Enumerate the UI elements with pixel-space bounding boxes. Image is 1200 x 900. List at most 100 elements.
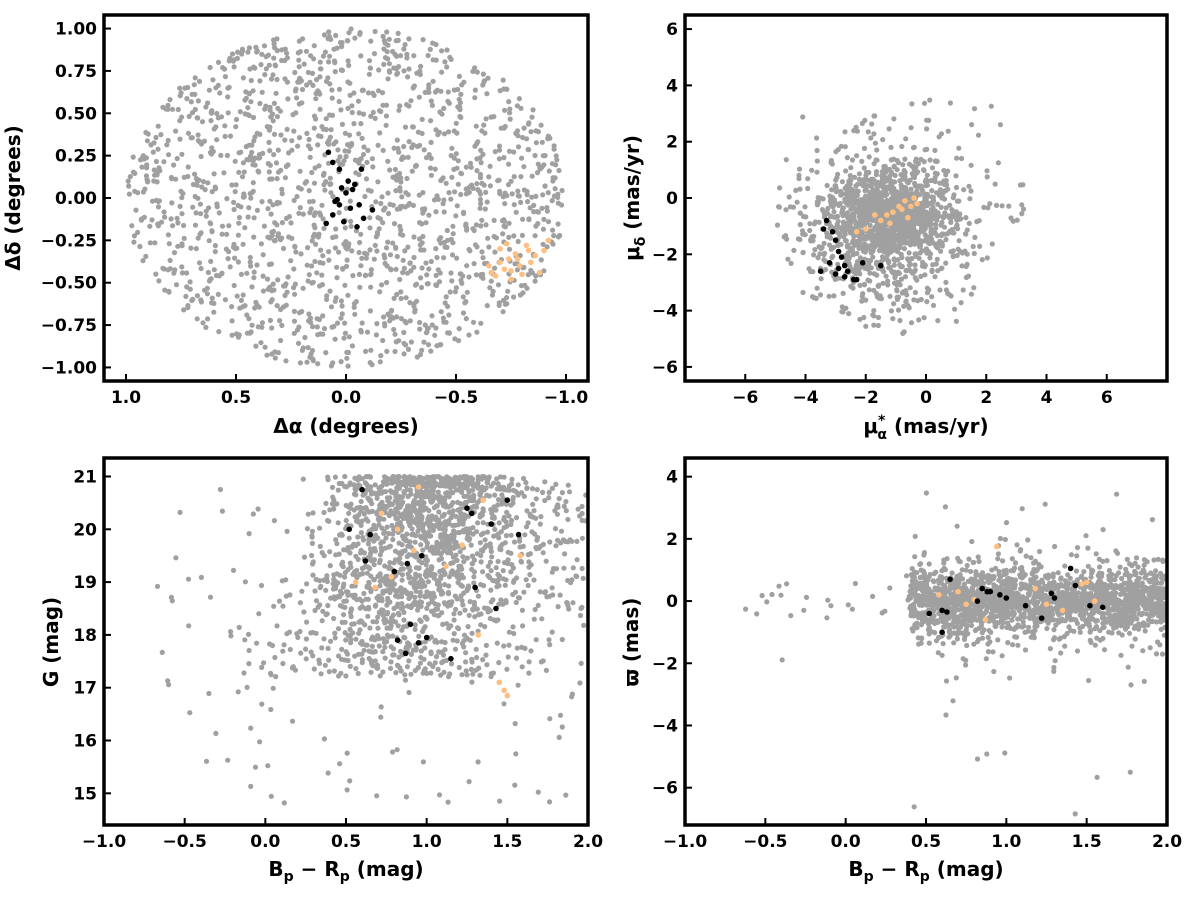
field-star-point: [259, 89, 265, 95]
field-star-point: [264, 352, 270, 358]
field-star-point: [891, 163, 897, 169]
field-star-point: [271, 518, 277, 524]
field-star-point: [318, 247, 324, 253]
field-star-point: [438, 672, 444, 678]
field-star-point: [444, 47, 450, 53]
field-star-point: [247, 66, 253, 72]
field-star-point: [888, 308, 895, 314]
field-star-point: [242, 579, 248, 585]
field-star-point: [272, 220, 278, 226]
field-star-point: [294, 95, 300, 101]
orange-member-point: [536, 269, 543, 276]
field-star-point: [428, 118, 434, 124]
field-star-point: [417, 351, 424, 358]
field-star-point: [347, 80, 353, 86]
field-star-point: [470, 319, 477, 325]
field-star-point: [363, 516, 369, 522]
field-star-point: [231, 57, 237, 63]
field-star-point: [415, 129, 421, 135]
field-star-point: [928, 210, 934, 216]
field-star-point: [433, 209, 439, 215]
field-star-point: [286, 150, 292, 156]
field-star-point: [396, 540, 402, 546]
field-star-point: [895, 294, 902, 300]
field-star-point: [318, 133, 324, 140]
field-star-point: [963, 231, 969, 237]
field-star-point: [859, 293, 865, 300]
field-star-point: [867, 278, 873, 284]
field-star-point: [297, 168, 303, 174]
field-star-point: [366, 71, 372, 77]
field-star-point: [412, 309, 418, 315]
field-star-point: [579, 604, 585, 611]
field-star-point: [361, 144, 367, 150]
orange-member-point: [890, 209, 896, 215]
field-star-point: [524, 485, 530, 491]
black-member-point: [334, 196, 341, 203]
field-star-point: [500, 309, 506, 315]
field-star-point: [386, 530, 392, 537]
field-star-point: [375, 88, 382, 94]
field-star-point: [535, 789, 541, 795]
field-star-point: [540, 489, 546, 495]
field-star-point: [267, 148, 273, 154]
field-star-point: [250, 180, 256, 186]
field-star-point: [130, 169, 137, 175]
field-star-point: [342, 148, 348, 154]
field-star-point: [835, 218, 841, 224]
field-star-point: [403, 295, 409, 301]
field-star-point: [413, 281, 420, 287]
field-star-point: [874, 259, 880, 265]
field-star-point: [351, 121, 357, 127]
field-star-point: [341, 335, 347, 341]
field-star-point: [320, 253, 326, 259]
y-tick-label: −6: [652, 358, 678, 378]
field-star-point: [428, 172, 434, 178]
field-star-point: [876, 189, 882, 195]
field-star-point: [339, 303, 345, 309]
field-star-point: [305, 143, 312, 149]
field-star-point: [493, 618, 499, 624]
field-star-point: [189, 135, 195, 141]
field-star-point: [356, 482, 362, 488]
field-star-point: [555, 191, 561, 197]
field-star-point: [229, 182, 235, 188]
field-star-point: [520, 216, 526, 222]
field-star-point: [454, 165, 460, 171]
field-star-point: [894, 244, 900, 250]
field-star-point: [907, 229, 913, 235]
field-star-point: [523, 480, 529, 486]
orange-member-point: [497, 259, 503, 266]
field-star-point: [198, 574, 204, 581]
field-star-point: [347, 92, 353, 98]
field-star-point: [526, 216, 532, 222]
field-star-point: [229, 304, 235, 310]
field-star-point: [800, 213, 807, 220]
field-star-point: [336, 210, 342, 216]
field-star-point: [330, 193, 336, 200]
field-star-point: [215, 59, 222, 65]
field-star-point: [478, 223, 484, 229]
field-star-point: [404, 175, 410, 182]
field-star-point: [410, 202, 416, 208]
field-star-point: [367, 360, 373, 366]
field-star-point: [289, 718, 296, 724]
field-star-point: [857, 282, 863, 288]
field-star-point: [448, 196, 454, 202]
field-star-point: [150, 149, 156, 155]
field-star-point: [484, 479, 490, 486]
field-star-point: [964, 251, 970, 257]
field-star-point: [890, 238, 896, 244]
field-star-point: [317, 210, 323, 216]
field-star-point: [369, 156, 375, 162]
field-star-point: [237, 109, 243, 115]
field-star-point: [492, 249, 498, 255]
field-star-point: [269, 325, 275, 331]
field-star-point: [129, 223, 135, 229]
field-star-point: [898, 276, 905, 282]
field-star-point: [971, 250, 977, 257]
field-star-point: [871, 131, 877, 137]
field-star-point: [240, 292, 246, 298]
field-star-point: [374, 793, 380, 799]
field-star-point: [420, 759, 426, 765]
